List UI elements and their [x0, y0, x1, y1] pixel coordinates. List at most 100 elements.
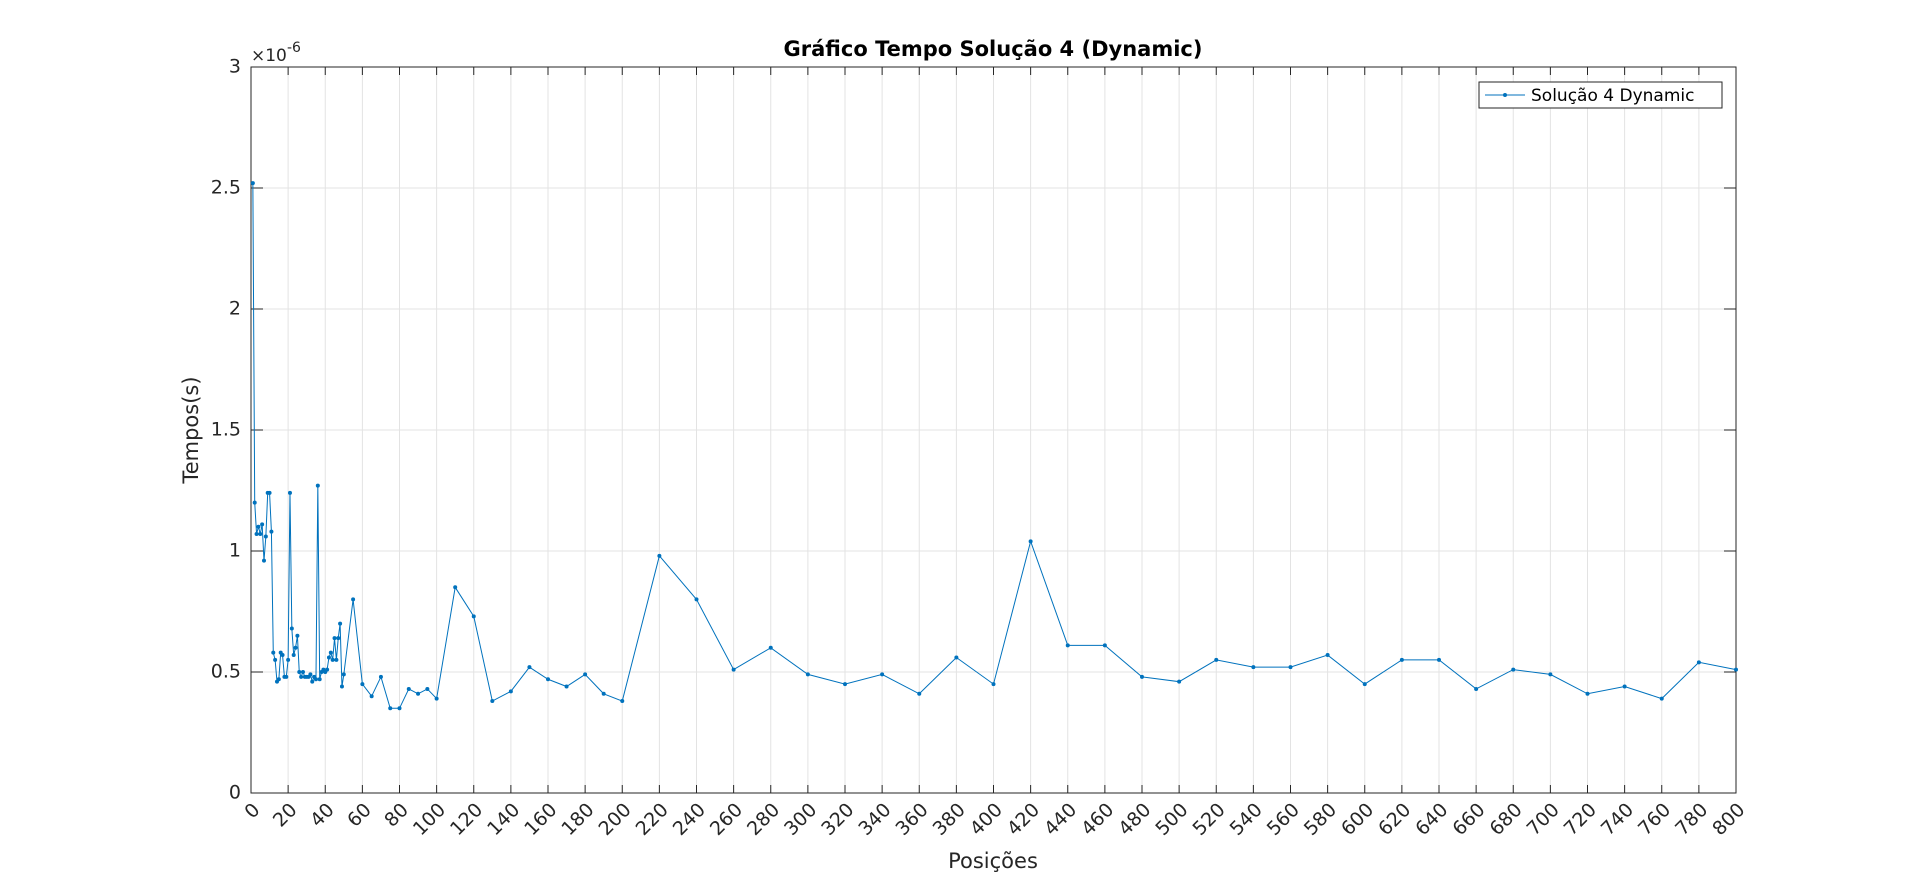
data-point [260, 522, 265, 527]
data-point [276, 677, 281, 682]
data-point [471, 614, 476, 619]
data-point [332, 636, 337, 641]
data-point [453, 585, 458, 590]
data-point [425, 686, 430, 691]
data-point [1288, 665, 1293, 670]
data-point [388, 706, 393, 711]
y-scale-base: ×10 [251, 46, 287, 66]
data-point [1474, 686, 1479, 691]
data-point [325, 667, 330, 672]
data-point [299, 674, 304, 679]
data-point [258, 532, 263, 537]
data-point [1140, 674, 1144, 679]
data-point [1585, 691, 1590, 696]
data-point [360, 682, 365, 687]
data-point [326, 655, 331, 660]
data-line [252, 183, 1737, 709]
data-point [1511, 667, 1516, 672]
data-point [768, 645, 773, 650]
data-point [256, 524, 261, 529]
data-point [254, 532, 259, 537]
data-point [317, 677, 322, 682]
data-point [1362, 682, 1367, 687]
data-point [843, 682, 847, 687]
data-point [1177, 679, 1182, 684]
legend-label: Solução 4 Dynamic [1531, 86, 1694, 106]
data-point [527, 665, 532, 670]
data-point [334, 657, 339, 662]
data-point [341, 672, 346, 677]
data-point [601, 691, 606, 696]
data-point [1102, 643, 1107, 648]
data-point [1437, 657, 1441, 662]
data-point [1659, 696, 1664, 701]
data-point [310, 679, 315, 684]
data-point [1065, 643, 1070, 648]
data-point [1028, 539, 1033, 544]
chart-title: Gráfico Tempo Solução 4 (Dynamic) [784, 37, 1203, 61]
data-point [406, 686, 411, 691]
data-point [1214, 657, 1219, 662]
data-point [917, 691, 922, 696]
data-point [300, 670, 305, 674]
y-scale-exponent: -6 [287, 40, 301, 56]
data-point [657, 553, 662, 558]
data-point [291, 653, 296, 658]
data-point [308, 672, 313, 677]
y-tick-label: 1.5 [211, 419, 241, 441]
y-tick-label: 2 [229, 298, 241, 320]
data-point [351, 597, 356, 602]
data-point [508, 689, 513, 694]
y-tick-label: 0.5 [211, 661, 241, 683]
data-point [313, 677, 318, 682]
data-point [490, 699, 495, 704]
x-axis-label: Posições [948, 849, 1038, 873]
data-point [620, 699, 625, 704]
legend-marker [1503, 93, 1507, 97]
data-point [328, 650, 333, 655]
data-point [378, 674, 383, 679]
data-point [1325, 653, 1330, 658]
data-point [271, 650, 276, 655]
y-tick-label: 1 [229, 540, 241, 562]
data-point [564, 684, 569, 689]
data-point [369, 694, 374, 699]
data-point [263, 534, 268, 539]
data-point [1399, 657, 1404, 662]
data-point [338, 621, 343, 626]
data-point [416, 691, 421, 696]
data-point [1734, 667, 1738, 672]
y-tick-label: 3 [229, 56, 241, 78]
data-point [286, 657, 291, 662]
data-point [880, 672, 885, 677]
data-point [339, 684, 344, 689]
data-point [583, 672, 588, 677]
data-point [273, 657, 278, 662]
data-point [330, 657, 335, 662]
data-point [546, 677, 550, 682]
data-point [267, 490, 272, 495]
y-tick-label: 0 [229, 782, 241, 804]
legend: Solução 4 Dynamic [1478, 81, 1723, 109]
data-point [1696, 660, 1701, 665]
data-point [991, 682, 996, 687]
data-point [293, 645, 298, 650]
data-point [287, 490, 292, 495]
data-point [261, 558, 266, 563]
data-point [954, 655, 959, 660]
plot-frame [250, 66, 1737, 794]
data-point [297, 670, 302, 674]
data-point [731, 667, 736, 672]
data-point [397, 706, 402, 711]
data-point [295, 633, 300, 638]
data-point [280, 653, 285, 658]
data-point [694, 597, 699, 602]
data-point [269, 529, 274, 534]
data-point [1622, 684, 1627, 689]
y-axis-label: Tempos(s) [179, 376, 203, 484]
data-point [1548, 672, 1553, 677]
data-point [252, 500, 257, 505]
data-point [250, 181, 255, 186]
